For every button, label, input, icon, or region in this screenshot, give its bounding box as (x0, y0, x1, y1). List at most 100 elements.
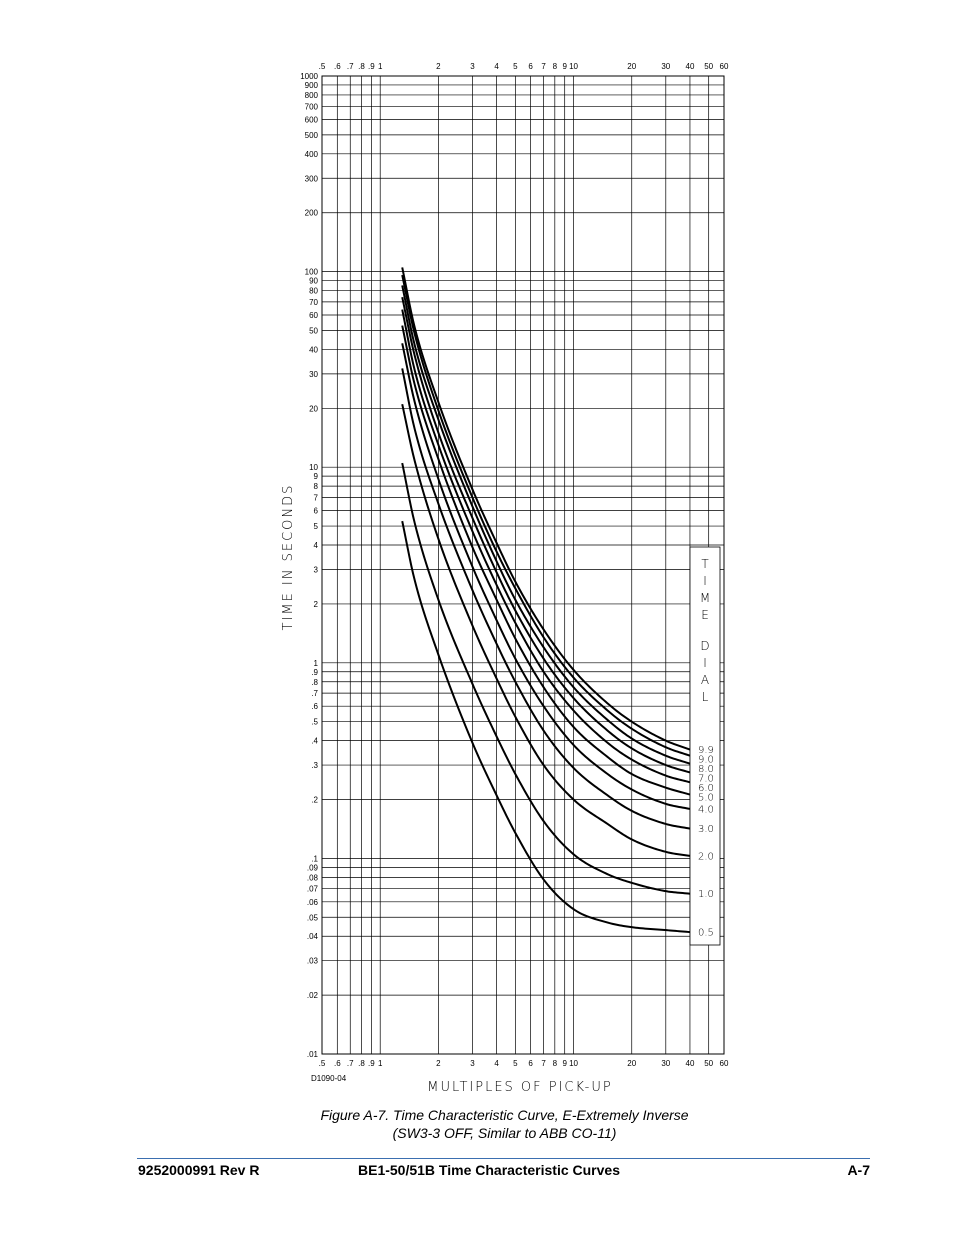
x-tick-label-top: 4 (494, 62, 499, 71)
y-tick-label: 200 (305, 209, 319, 218)
x-tick-label-bottom: 5 (513, 1059, 518, 1068)
time-dial-label: 9.0 (698, 755, 714, 766)
x-tick-label-top: .5 (319, 62, 326, 71)
time-dial-curve-3.0 (401, 368, 691, 830)
time-dial-curve-2.0 (401, 403, 691, 857)
x-tick-label-bottom: 50 (704, 1059, 713, 1068)
x-tick-label-bottom: 8 (553, 1059, 558, 1068)
x-tick-label-top: .8 (358, 62, 365, 71)
y-tick-label: .8 (311, 678, 318, 687)
y-tick-label: .7 (311, 689, 318, 698)
y-tick-label: .02 (307, 991, 319, 1000)
x-tick-labels-top: .5 .6 .7 .8.9 1 2 3 4 5 6 7 8 9 10 20 30 40 50 60 (319, 62, 729, 71)
y-tick-label: 7 (314, 493, 319, 502)
x-tick-label-top: 6 (528, 62, 533, 71)
x-tick-label-bottom: .6 (334, 1059, 341, 1068)
y-tick-label: 800 (305, 91, 319, 100)
time-dial-curves (401, 267, 691, 934)
x-tick-label-bottom: 6 (528, 1059, 533, 1068)
y-tick-label: .1 (311, 854, 318, 863)
x-tick-label-top: 60 (720, 62, 729, 71)
footer-rule (137, 1158, 870, 1159)
plot-frame (321, 75, 725, 1055)
y-tick-label: 50 (309, 326, 318, 335)
chart-grid (321, 75, 725, 1055)
x-tick-label-top: 20 (627, 62, 636, 71)
x-tick-label-bottom: .8 (358, 1059, 365, 1068)
y-tick-label: .05 (307, 913, 319, 922)
time-dial-curve-9.9 (401, 267, 691, 751)
x-tick-label-bottom: 60 (720, 1059, 729, 1068)
x-tick-label-bottom: 10 (569, 1059, 578, 1068)
footer-page-number: A-7 (847, 1162, 870, 1178)
y-tick-label: .3 (311, 761, 318, 770)
x-tick-label-bottom: 1 (378, 1059, 383, 1068)
x-tick-label-top: 8 (553, 62, 558, 71)
figure-caption: Figure A-7. Time Characteristic Curve, E… (0, 1106, 954, 1142)
time-dial-curve-4.0 (401, 343, 691, 810)
y-axis-title: TIME IN SECONDS (281, 484, 296, 631)
time-dial-label: 3.0 (698, 824, 714, 835)
time-dial-curve-5.0 (401, 325, 691, 796)
x-tick-label-bottom: 4 (494, 1059, 499, 1068)
x-tick-labels-bottom: .5 .6 .7 .8.9 1 2 3 4 5 6 7 8 9 10 20 30 40 50 60 (319, 1059, 729, 1068)
time-dial-label: 4.0 (698, 804, 714, 815)
x-tick-label-top: .6 (334, 62, 341, 71)
y-tick-label: 80 (309, 287, 318, 296)
time-dial-curve-8.0 (401, 285, 691, 765)
y-tick-label: .9 (311, 668, 318, 677)
x-tick-label-top: 7 (541, 62, 546, 71)
time-dial-curve-0.5 (401, 520, 691, 934)
y-tick-label: 100 (305, 268, 319, 277)
x-tick-label-bottom: 20 (627, 1059, 636, 1068)
y-tick-label: 400 (305, 150, 319, 159)
time-dial-curve-1.0 (401, 462, 691, 895)
y-tick-label: 40 (309, 345, 318, 354)
x-tick-label-bottom: 3 (470, 1059, 475, 1068)
y-tick-label: 20 (309, 404, 318, 413)
y-tick-label: 90 (309, 277, 318, 286)
time-dial-label: 0.5 (698, 928, 714, 939)
y-tick-label: 70 (309, 298, 318, 307)
figure-caption-line-1: Figure A-7. Time Characteristic Curve, E… (320, 1107, 689, 1123)
x-tick-label-top: 40 (686, 62, 695, 71)
y-tick-label: .04 (307, 932, 319, 941)
x-tick-label-bottom: .5 (319, 1059, 326, 1068)
y-tick-label: .5 (311, 718, 318, 727)
x-tick-label-bottom: 30 (661, 1059, 670, 1068)
y-tick-label: 5 (314, 522, 319, 531)
x-tick-label-top: .7 (347, 62, 354, 71)
x-tick-label-top: 10 (569, 62, 578, 71)
time-dial-curve-9.0 (401, 274, 691, 757)
y-tick-label: 600 (305, 115, 319, 124)
footer-title: BE1-50/51B Time Characteristic Curves (358, 1162, 620, 1178)
x-tick-label-top: 3 (470, 62, 475, 71)
y-tick-label: 60 (309, 311, 318, 320)
y-tick-label: 1 (314, 659, 319, 668)
x-tick-label-top: 2 (436, 62, 441, 71)
time-dial-label: 8.0 (698, 764, 714, 775)
figure-caption-line-2: (SW3-3 OFF, Similar to ABB CO-11) (392, 1125, 617, 1141)
y-tick-label: 4 (314, 541, 319, 550)
y-tick-label: .2 (311, 796, 318, 805)
y-tick-label: 6 (314, 507, 319, 516)
y-tick-label: .09 (307, 863, 319, 872)
x-axis-title: MULTIPLES OF PICK-UP (427, 1080, 612, 1095)
x-tick-label-top: 5 (513, 62, 518, 71)
y-tick-label: 700 (305, 102, 319, 111)
y-tick-label: 8 (314, 482, 319, 491)
x-tick-label-top: 30 (661, 62, 670, 71)
x-tick-label-bottom: .9 (368, 1059, 375, 1068)
y-tick-label: .01 (307, 1050, 319, 1059)
x-tick-label-bottom: 40 (686, 1059, 695, 1068)
y-tick-label: 300 (305, 174, 319, 183)
y-tick-label: 10 (309, 463, 318, 472)
time-dial-label: 1.0 (698, 889, 714, 900)
x-tick-label-bottom: 7 (541, 1059, 546, 1068)
x-tick-label-bottom: 2 (436, 1059, 441, 1068)
y-tick-label: .08 (307, 873, 319, 882)
x-tick-label-bottom: .7 (347, 1059, 354, 1068)
page-footer: 9252000991 Rev R BE1-50/51B Time Charact… (138, 1162, 870, 1180)
